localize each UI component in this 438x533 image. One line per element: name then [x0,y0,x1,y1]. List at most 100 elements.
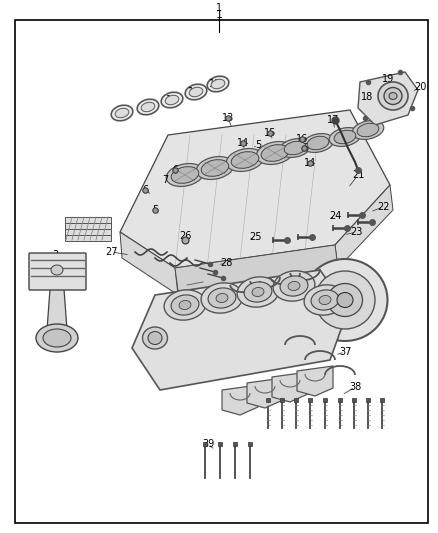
Text: 17: 17 [327,115,339,125]
Ellipse shape [226,149,264,172]
Ellipse shape [171,295,199,315]
Ellipse shape [211,79,225,88]
Ellipse shape [307,136,329,150]
Polygon shape [247,378,283,408]
Polygon shape [358,72,418,125]
Polygon shape [297,366,333,396]
Text: 24: 24 [329,211,341,221]
Ellipse shape [329,127,361,147]
Text: 21: 21 [352,170,364,180]
Text: 22: 22 [377,202,389,212]
Text: 32: 32 [202,328,214,338]
Ellipse shape [142,327,167,349]
Ellipse shape [337,293,353,308]
Ellipse shape [111,105,133,121]
Ellipse shape [280,276,308,296]
FancyBboxPatch shape [64,229,110,235]
Text: 20: 20 [414,82,426,92]
Text: 15: 15 [298,143,310,153]
Ellipse shape [256,142,294,165]
Text: 19: 19 [382,74,394,84]
Text: 26: 26 [179,231,191,241]
FancyBboxPatch shape [29,253,86,290]
Text: 6: 6 [172,165,178,175]
Ellipse shape [171,167,199,183]
Text: 31: 31 [210,310,222,320]
Ellipse shape [189,87,203,96]
Ellipse shape [273,271,315,301]
Ellipse shape [334,130,356,144]
Ellipse shape [378,82,408,110]
Text: 39: 39 [202,439,214,449]
Text: 15: 15 [264,128,276,138]
Text: 13: 13 [222,113,234,123]
Text: 33: 33 [343,259,355,269]
Polygon shape [120,232,178,295]
FancyBboxPatch shape [64,235,110,240]
Text: 34: 34 [354,275,366,285]
Ellipse shape [141,102,155,112]
Ellipse shape [161,92,183,108]
Ellipse shape [208,288,236,308]
Ellipse shape [207,76,229,92]
Ellipse shape [311,290,339,310]
FancyBboxPatch shape [64,216,110,222]
Text: 29: 29 [204,292,216,302]
Ellipse shape [165,95,179,104]
Text: 6: 6 [142,185,148,195]
Ellipse shape [279,139,311,157]
Polygon shape [222,385,258,415]
Text: 36: 36 [338,322,350,332]
Text: 10: 10 [166,95,178,105]
Text: 7: 7 [162,175,168,185]
Polygon shape [120,110,390,268]
Ellipse shape [315,271,375,329]
Ellipse shape [328,284,363,317]
Ellipse shape [115,108,129,118]
Ellipse shape [166,164,204,187]
Ellipse shape [389,93,397,100]
Ellipse shape [36,324,78,352]
Ellipse shape [137,99,159,115]
Ellipse shape [244,282,272,302]
FancyBboxPatch shape [64,222,110,229]
Ellipse shape [201,160,229,176]
Ellipse shape [201,283,243,313]
Ellipse shape [284,141,306,155]
Ellipse shape [319,295,331,304]
Ellipse shape [51,265,63,275]
Text: 23: 23 [350,227,362,237]
Polygon shape [335,185,393,268]
Text: 38: 38 [349,382,361,392]
Ellipse shape [196,157,234,180]
Ellipse shape [231,152,259,168]
Text: 5: 5 [255,140,261,150]
Text: 18: 18 [361,92,373,102]
Ellipse shape [304,285,346,315]
Text: 28: 28 [220,258,232,268]
Ellipse shape [148,332,162,344]
Ellipse shape [352,120,384,140]
Text: 37: 37 [339,347,351,357]
Ellipse shape [216,294,228,303]
Ellipse shape [302,134,334,152]
Ellipse shape [237,277,279,307]
Ellipse shape [288,281,300,290]
Polygon shape [175,245,338,300]
Text: 8: 8 [119,108,125,118]
Text: 1: 1 [216,3,222,13]
Polygon shape [132,270,348,390]
Ellipse shape [303,259,388,341]
Text: 35: 35 [346,293,358,303]
Text: 11: 11 [188,87,200,97]
Text: 27: 27 [106,247,118,257]
Text: 1: 1 [215,10,223,20]
Ellipse shape [261,144,289,161]
Text: 14: 14 [304,158,316,168]
Text: 30: 30 [249,278,261,288]
Text: 9: 9 [145,102,151,112]
Text: 14: 14 [237,138,249,148]
Polygon shape [272,372,308,402]
Ellipse shape [164,290,206,320]
Polygon shape [47,289,67,330]
